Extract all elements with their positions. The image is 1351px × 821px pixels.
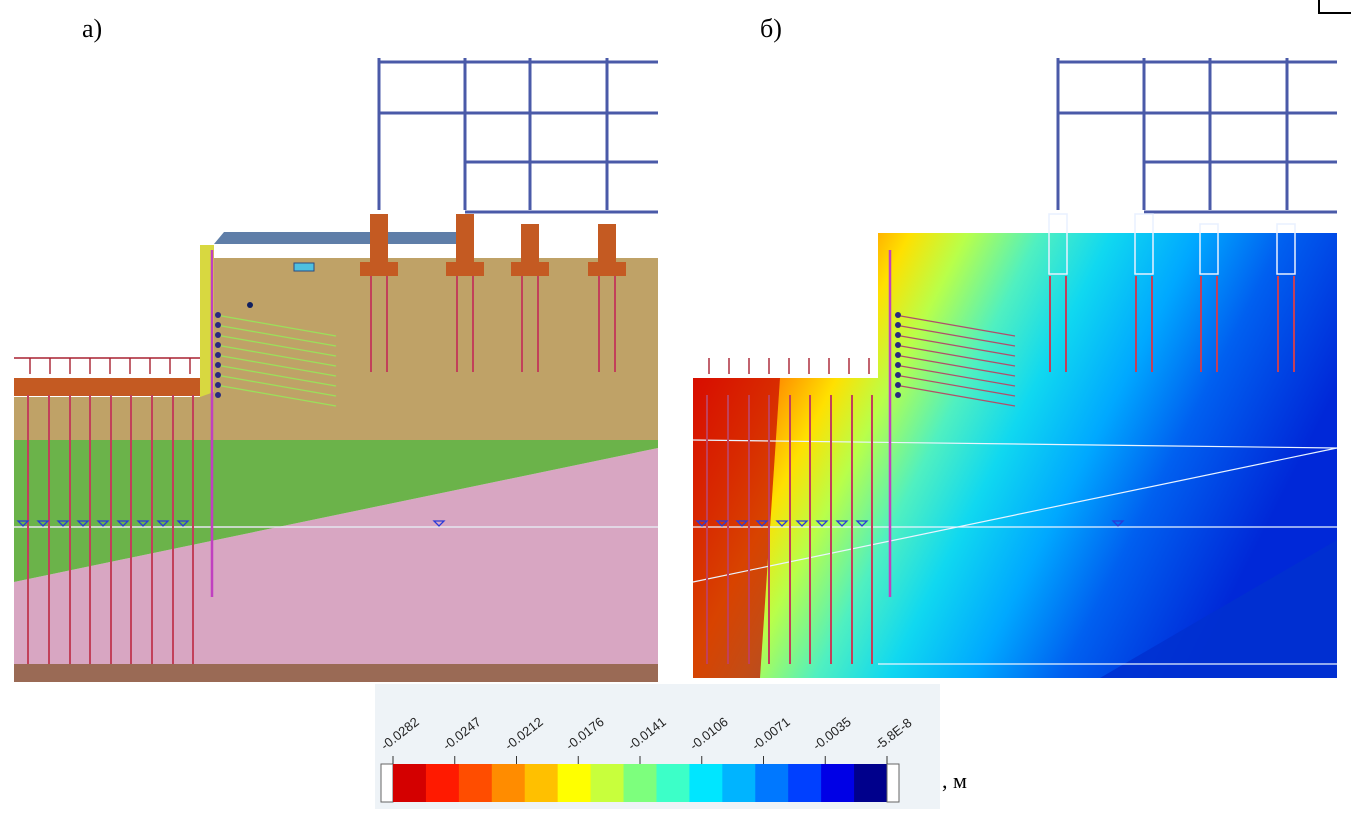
legend-swatch bbox=[854, 764, 888, 802]
legend-color-scale bbox=[380, 763, 900, 803]
soil-layer-green bbox=[14, 440, 658, 582]
legend-swatch bbox=[393, 764, 427, 802]
legend-swatch bbox=[689, 764, 723, 802]
building-slab bbox=[214, 232, 458, 244]
foundation-slab-left bbox=[14, 378, 200, 396]
pile-caps-b bbox=[1048, 213, 1296, 275]
legend-swatch bbox=[788, 764, 822, 802]
anchor-heads bbox=[215, 312, 221, 398]
panel-b-label: б) bbox=[760, 14, 782, 43]
legend-swatch bbox=[623, 764, 657, 802]
soil-layer-top bbox=[14, 245, 658, 440]
layer-line-2 bbox=[692, 447, 1338, 583]
building-frame bbox=[377, 58, 658, 214]
legend-tick-marks bbox=[392, 756, 888, 764]
panel-a bbox=[14, 58, 658, 682]
piles-left-b bbox=[706, 395, 873, 664]
contour-zone-red bbox=[693, 378, 780, 678]
legend-swatch bbox=[656, 764, 690, 802]
corner-mark bbox=[1318, 0, 1351, 14]
surface-loads-left bbox=[14, 357, 200, 374]
legend-swatch bbox=[590, 764, 625, 802]
displacement-field bbox=[693, 233, 1337, 678]
legend-swatch bbox=[557, 764, 592, 802]
surface-loads-b bbox=[708, 358, 870, 374]
anchors-b bbox=[894, 314, 1016, 407]
water-level-markers bbox=[16, 520, 446, 527]
piles-right bbox=[370, 276, 616, 372]
anchor-heads-b bbox=[895, 312, 901, 398]
utility-element bbox=[293, 262, 315, 272]
legend-cap-right bbox=[886, 763, 900, 803]
retaining-wall bbox=[200, 245, 214, 397]
legend-swatch bbox=[524, 764, 559, 802]
node-marker bbox=[247, 302, 253, 308]
legend-cap-left bbox=[380, 763, 394, 803]
pile-caps bbox=[360, 214, 626, 276]
soil-layer-pink bbox=[14, 448, 658, 664]
piles-left bbox=[27, 395, 194, 664]
layer-line-1 bbox=[692, 439, 1338, 449]
water-level-markers-b bbox=[695, 520, 1125, 527]
panel-a-label: а) bbox=[82, 14, 103, 43]
legend-swatch bbox=[458, 764, 493, 802]
legend-swatch bbox=[821, 764, 855, 802]
legend-swatch bbox=[722, 764, 756, 802]
legend-swatch bbox=[425, 764, 460, 802]
legend-swatch bbox=[491, 764, 526, 802]
piles-right-b bbox=[1049, 276, 1295, 372]
legend-swatch bbox=[755, 764, 789, 802]
legend-unit: , м bbox=[942, 768, 967, 793]
building-frame-b bbox=[1056, 58, 1337, 214]
soil-layer-bottom bbox=[14, 664, 658, 682]
contour-zone-blue bbox=[1100, 540, 1337, 678]
panel-b bbox=[692, 58, 1338, 678]
anchors bbox=[215, 314, 337, 407]
